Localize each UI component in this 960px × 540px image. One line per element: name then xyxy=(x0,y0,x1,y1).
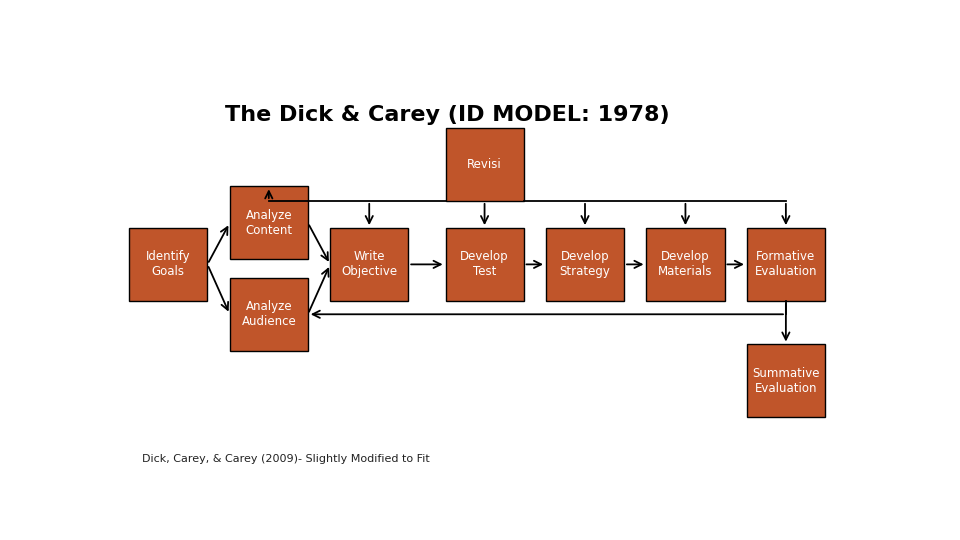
FancyBboxPatch shape xyxy=(130,228,207,301)
Text: Write
Objective: Write Objective xyxy=(341,251,397,279)
FancyBboxPatch shape xyxy=(747,228,825,301)
FancyBboxPatch shape xyxy=(229,186,308,259)
FancyBboxPatch shape xyxy=(229,278,308,350)
Text: Dick, Carey, & Carey (2009)- Slightly Modified to Fit: Dick, Carey, & Carey (2009)- Slightly Mo… xyxy=(142,454,430,464)
Text: Identify
Goals: Identify Goals xyxy=(146,251,191,279)
FancyBboxPatch shape xyxy=(747,345,825,417)
FancyBboxPatch shape xyxy=(546,228,624,301)
Text: The Dick & Carey (ID MODEL: 1978): The Dick & Carey (ID MODEL: 1978) xyxy=(225,105,670,125)
Text: Develop
Strategy: Develop Strategy xyxy=(560,251,611,279)
FancyBboxPatch shape xyxy=(445,228,523,301)
FancyBboxPatch shape xyxy=(445,128,523,201)
Text: Develop
Materials: Develop Materials xyxy=(659,251,712,279)
Text: Revisi: Revisi xyxy=(468,158,502,171)
Text: Analyze
Content: Analyze Content xyxy=(245,209,293,237)
FancyBboxPatch shape xyxy=(646,228,725,301)
Text: Formative
Evaluation: Formative Evaluation xyxy=(755,251,817,279)
FancyBboxPatch shape xyxy=(330,228,408,301)
Text: Develop
Test: Develop Test xyxy=(460,251,509,279)
Text: Summative
Evaluation: Summative Evaluation xyxy=(752,367,820,395)
Text: Analyze
Audience: Analyze Audience xyxy=(241,300,297,328)
